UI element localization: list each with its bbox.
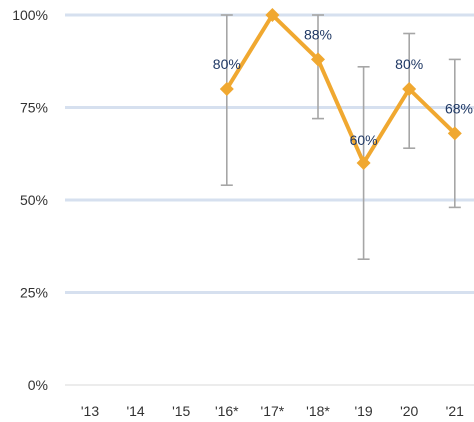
data-label: 60% <box>350 132 378 148</box>
data-point-marker <box>219 82 234 96</box>
y-tick-label: 0% <box>28 377 48 393</box>
data-label: 68% <box>445 100 473 116</box>
x-tick-label: '17* <box>261 403 285 419</box>
data-point-marker <box>356 156 371 170</box>
x-tick-label: '14 <box>126 403 144 419</box>
data-labels: 80% 88% 60% 80% 68% <box>213 26 473 148</box>
x-tick-label: '18* <box>306 403 330 419</box>
series-line-group <box>225 13 457 165</box>
data-point-marker <box>402 82 417 96</box>
y-tick-label: 25% <box>20 285 48 301</box>
x-tick-label: '20 <box>400 403 418 419</box>
data-markers <box>219 8 462 170</box>
data-label: 88% <box>304 26 332 42</box>
x-tick-label: '21 <box>446 403 464 419</box>
x-tick-label: '13 <box>81 403 99 419</box>
y-axis-tick-labels: 0% 25% 50% 75% 100% <box>12 7 48 393</box>
data-point-marker <box>447 126 462 141</box>
x-tick-label: '16* <box>215 403 239 419</box>
error-bars <box>220 14 461 261</box>
data-label: 80% <box>213 56 241 72</box>
x-axis-tick-labels: '13 '14 '15 '16* '17* '18* '19 '20 '21 <box>81 403 464 419</box>
x-tick-label: '15 <box>172 403 190 419</box>
y-tick-label: 75% <box>20 100 48 116</box>
data-point-marker <box>311 52 325 67</box>
y-tick-label: 100% <box>12 7 48 23</box>
data-point-marker <box>265 8 280 22</box>
series-line <box>225 13 457 165</box>
x-tick-label: '19 <box>354 403 372 419</box>
data-label: 80% <box>395 56 423 72</box>
y-tick-label: 50% <box>20 192 48 208</box>
